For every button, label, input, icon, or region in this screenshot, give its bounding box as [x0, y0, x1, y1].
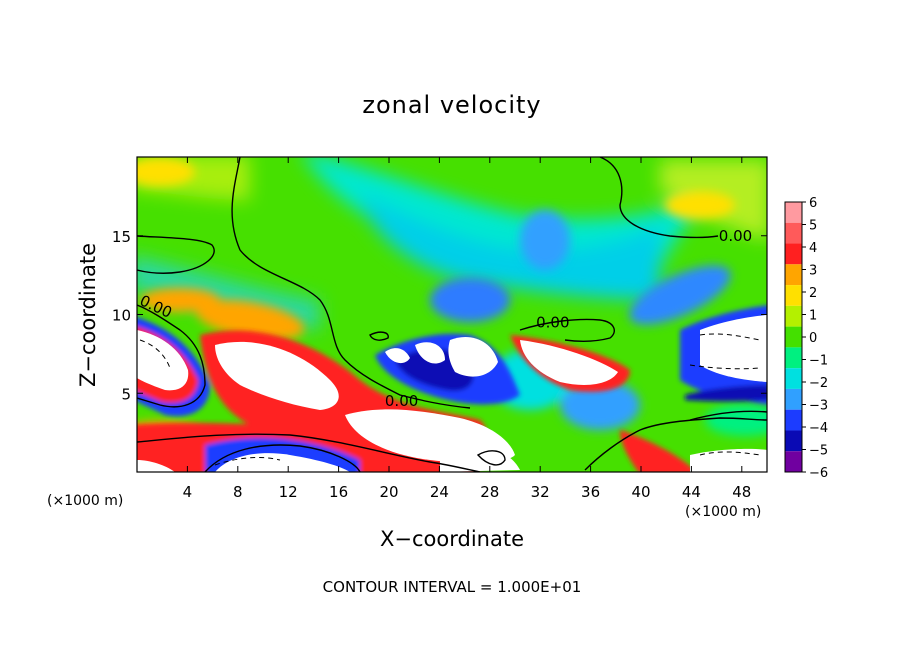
out-of-range-regions	[137, 315, 767, 472]
colorbar-tick-label: −2	[809, 376, 828, 391]
colorbar-swatch	[785, 347, 802, 369]
x-tick-label: 40	[631, 483, 650, 501]
chart-title: zonal velocity	[362, 91, 541, 119]
contour-interval-note: CONTOUR INTERVAL = 1.000E+01	[323, 578, 582, 596]
colorbar-tick-label: −6	[809, 466, 828, 481]
x-axis-ticks: 4 8 12 16 20 24 28 32 36 40 44 48	[183, 157, 751, 501]
y-tick-label: 10	[112, 307, 131, 325]
colorbar-tick-label: 5	[809, 219, 817, 234]
x-tick-label: 24	[430, 483, 449, 501]
colorbar-tick-label: 6	[809, 196, 817, 211]
colorbar: 6 5 4 3 2 1 0 −1 −2 −3 −4 −5 −6	[784, 196, 828, 481]
x-tick-label: 16	[329, 483, 348, 501]
x-unit-left: (×1000 m)	[47, 493, 123, 509]
colorbar-swatch	[785, 243, 802, 265]
colorbar-swatch	[785, 264, 802, 286]
colorbar-tick-label: 2	[809, 286, 817, 301]
colorbar-swatch	[785, 430, 802, 452]
x-tick-label: 20	[379, 483, 398, 501]
contour-label: 0.00	[536, 313, 569, 331]
y-tick-label: 5	[121, 385, 131, 403]
colorbar-swatch	[785, 285, 802, 306]
y-tick-label: 15	[112, 228, 131, 246]
colorbar-swatch	[785, 202, 802, 223]
x-tick-label: 48	[732, 483, 751, 501]
x-tick-label: 12	[279, 483, 298, 501]
negative-contours	[139, 333, 761, 466]
colorbar-tick-label: −3	[809, 399, 828, 414]
colorbar-swatch	[785, 409, 802, 431]
y-axis-label: Z−coordinate	[76, 243, 100, 387]
contour-label: 0.00	[719, 227, 752, 245]
x-axis-label: X−coordinate	[380, 527, 524, 551]
zero-contours	[137, 157, 767, 472]
x-tick-label: 36	[581, 483, 600, 501]
colorbar-tick-label: −1	[809, 354, 828, 369]
x-tick-label: 8	[233, 483, 243, 501]
colorbar-tick-label: 1	[809, 309, 817, 324]
colorbar-tick-label: 3	[809, 264, 817, 279]
x-tick-label: 4	[183, 483, 193, 501]
velocity-field	[137, 157, 767, 472]
colorbar-tick-label: 4	[809, 241, 817, 256]
x-unit-right: (×1000 m)	[685, 504, 761, 520]
colorbar-swatch	[785, 368, 802, 389]
colorbar-tick-label: 0	[809, 331, 817, 346]
colorbar-swatch	[785, 222, 802, 244]
colorbar-swatch	[785, 451, 802, 472]
x-tick-label: 28	[480, 483, 499, 501]
y-axis-ticks: 5 10 15	[112, 228, 767, 403]
colorbar-tick-label: −4	[809, 421, 828, 436]
colorbar-swatch	[785, 388, 802, 410]
colorbar-swatch	[785, 326, 802, 348]
colorbar-tick-label: −5	[809, 444, 828, 459]
contour-label: 0.00	[385, 392, 418, 410]
x-tick-label: 32	[531, 483, 550, 501]
colorbar-swatch	[785, 305, 802, 327]
x-tick-label: 44	[682, 483, 701, 501]
